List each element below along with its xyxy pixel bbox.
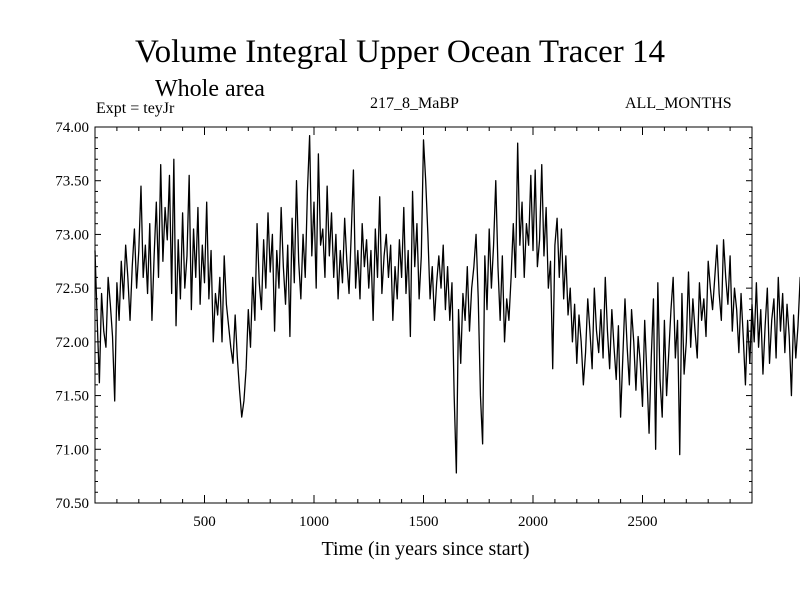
y-tick-label: 72.50 (55, 281, 89, 297)
y-tick-label: 73.00 (55, 227, 89, 243)
y-tick-label: 72.00 (55, 335, 89, 351)
y-tick-label: 74.00 (55, 120, 89, 136)
y-axis: 70.50 71.00 71.50 72.00 72.50 73.00 73.50 74.00 (55, 120, 752, 512)
x-tick-label: 1000 (299, 514, 329, 530)
series-line (94, 134, 800, 474)
y-tick-label: 73.50 (55, 174, 89, 190)
x-axis-label: Time (in years since start) (321, 538, 529, 560)
x-tick-label: 2500 (628, 514, 658, 530)
chart-title: Volume Integral Upper Ocean Tracer 14 (135, 34, 665, 70)
chart-subtitle: Whole area (155, 76, 265, 102)
x-axis: 500 1000 1500 2000 2500 (116, 127, 731, 530)
period-label: ALL_MONTHS (625, 95, 732, 112)
x-tick-label: 500 (193, 514, 216, 530)
plot-frame (94, 126, 753, 504)
run-label: 217_8_MaBP (370, 95, 459, 112)
y-tick-label: 71.00 (55, 442, 89, 458)
y-tick-label: 70.50 (55, 496, 89, 512)
x-tick-label: 2000 (518, 514, 548, 530)
experiment-label: Expt = teyJr (96, 100, 175, 117)
x-tick-label: 1500 (409, 514, 439, 530)
y-tick-label: 71.50 (55, 389, 89, 405)
